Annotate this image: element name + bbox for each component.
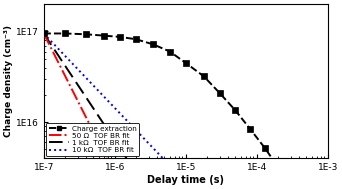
X-axis label: Delay time (s): Delay time (s): [147, 175, 224, 185]
Y-axis label: Charge density (cm⁻³): Charge density (cm⁻³): [4, 25, 13, 137]
Legend: Charge extraction, 50 Ω  TOF BR fit, 1 kΩ  TOF BR fit, 10 kΩ  TOF BR fit: Charge extraction, 50 Ω TOF BR fit, 1 kΩ…: [46, 123, 140, 156]
